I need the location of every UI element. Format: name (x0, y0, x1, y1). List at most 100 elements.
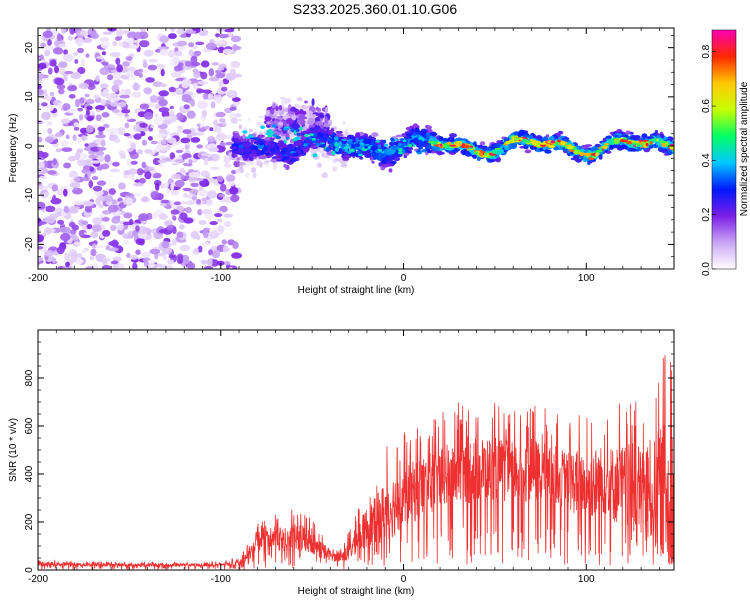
heatmap-cell (309, 110, 313, 118)
heatmap-cell (221, 121, 227, 126)
heatmap-cell (222, 196, 231, 201)
heatmap-cell (150, 140, 158, 145)
heatmap-cell (197, 81, 209, 85)
heatmap-cell (102, 229, 111, 237)
heatmap-cell (169, 28, 176, 33)
heatmap-cell (320, 130, 326, 134)
heatmap-cell (39, 54, 44, 61)
heatmap-cell (215, 111, 226, 118)
heatmap-cell (73, 126, 80, 131)
heatmap-cell (649, 138, 657, 142)
heatmap-cell (346, 134, 355, 141)
heatmap-cell (494, 147, 501, 150)
heatmap-cell (49, 91, 55, 97)
heatmap-cell (144, 171, 152, 180)
heatmap-cell (135, 31, 141, 40)
snr-plot-area (38, 355, 674, 570)
heatmap-cell (55, 148, 62, 153)
heatmap-cell (327, 129, 334, 136)
heatmap-cell (283, 163, 288, 168)
heatmap-cell (249, 161, 254, 166)
heatmap-cell (276, 157, 282, 161)
heatmap-cell (168, 114, 178, 123)
heatmap-cell (244, 147, 251, 152)
heatmap-cell (225, 90, 237, 96)
heatmap-cell (110, 224, 117, 231)
heatmap-cell (139, 28, 147, 32)
heatmap-cell (185, 30, 197, 34)
heatmap-cell (341, 138, 347, 142)
heatmap-cell (150, 191, 160, 199)
heatmap-cell (38, 161, 45, 169)
heatmap-cell (78, 82, 90, 90)
heatmap-cell (77, 138, 82, 144)
heatmap-cell (428, 141, 436, 144)
heatmap-cell (354, 143, 361, 147)
heatmap-cell (412, 123, 419, 128)
heatmap-cell (205, 199, 213, 206)
heatmap-cell (101, 216, 110, 222)
heatmap-cell (168, 86, 176, 93)
heatmap-cell (141, 139, 148, 146)
heatmap-cell (272, 103, 276, 109)
heatmap-cell (86, 115, 94, 122)
heatmap-cell (280, 136, 286, 141)
colorbar-ticks: 0.0 0.2 0.4 0.6 0.8 (701, 29, 737, 276)
heatmap-cell (211, 250, 221, 259)
heatmap-cell (325, 155, 329, 159)
heatmap-cell (319, 114, 325, 119)
heatmap-cell (378, 162, 383, 167)
heatmap-cell (101, 265, 112, 269)
heatmap-cell (93, 263, 99, 269)
heatmap-cell (251, 144, 255, 147)
snr-y-tick-label: 800 (24, 369, 35, 386)
heatmap-cell (257, 134, 265, 138)
heatmap-cell (186, 200, 196, 206)
heatmap-cell (63, 188, 68, 197)
heatmap-cell (125, 56, 133, 61)
heatmap-cell (278, 110, 284, 116)
heatmap-cell (139, 177, 146, 184)
heatmap-cell (41, 111, 51, 121)
heatmap-cell (179, 224, 185, 230)
heatmap-cell (135, 225, 140, 232)
heatmap-cell (84, 205, 92, 213)
heatmap-cell (271, 114, 279, 119)
heatmap-cell (145, 77, 155, 83)
heatmap-cell (187, 262, 196, 269)
heatmap-cell (170, 183, 175, 191)
heatmap-cell (112, 79, 123, 86)
heatmap-cell (78, 153, 88, 160)
heatmap-cell (201, 241, 210, 247)
heatmap-cell (114, 138, 121, 144)
heatmap-cell (126, 148, 133, 152)
heatmap-cell (163, 183, 169, 189)
heatmap-cell (59, 226, 69, 233)
heatmap-cell (321, 153, 325, 157)
heatmap-cell (154, 104, 160, 109)
heatmap-cell (97, 147, 107, 151)
heatmap-cell (104, 154, 111, 163)
heatmap-cell (38, 72, 43, 81)
heatmap-cell (153, 117, 164, 126)
heatmap-cell (96, 109, 101, 113)
heatmap-cell (83, 201, 94, 207)
snr-x-axis-label: Height of straight line (km) (298, 586, 415, 597)
heatmap-cell (215, 133, 227, 141)
heatmap-cell (123, 212, 133, 219)
heatmap-cell (550, 140, 556, 144)
heatmap-cell (404, 147, 409, 152)
heatmap-cell (160, 203, 167, 207)
heatmap-cell (75, 98, 80, 108)
heatmap-cell (200, 71, 208, 80)
heatmap-cell (38, 181, 43, 186)
heatmap-cell (67, 35, 73, 41)
heatmap-cell (447, 141, 452, 145)
heatmap-cell (161, 240, 170, 249)
heatmap-cell (65, 261, 70, 267)
heatmap-cell (176, 112, 184, 121)
heatmap-cell (202, 89, 213, 94)
heatmap-cell (595, 152, 599, 157)
heatmap-cell (315, 106, 319, 111)
heatmap-cell (181, 78, 192, 87)
